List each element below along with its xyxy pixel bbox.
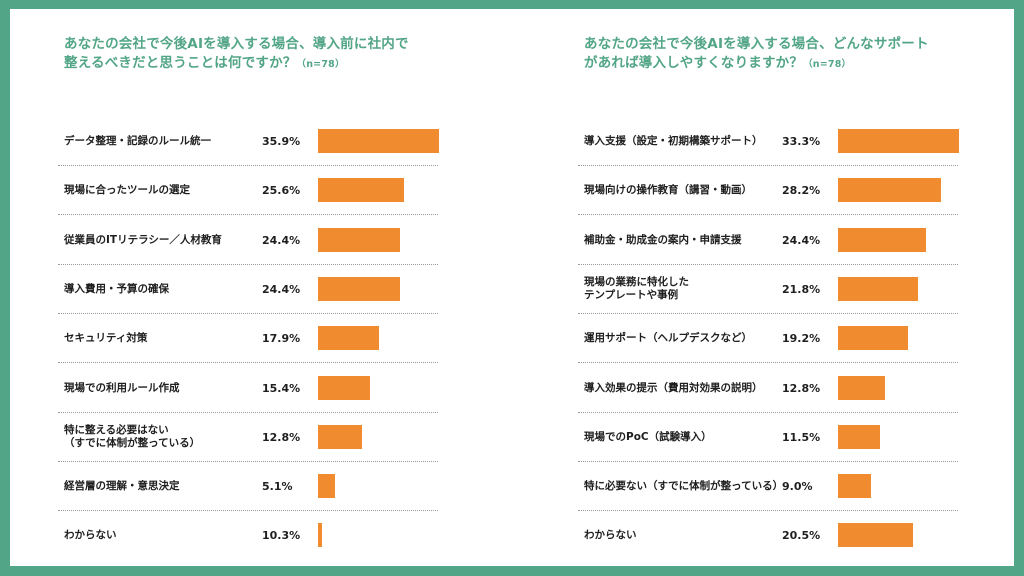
bar-row: 特に整える必要はない （すでに体制が整っている） 12.8%	[58, 413, 438, 462]
bar	[838, 178, 941, 203]
value-label: 21.8%	[782, 282, 821, 296]
category-label: セキュリティ対策	[64, 332, 148, 345]
category-label: 補助金・助成金の案内・申請支援	[584, 233, 742, 246]
bar-row: 導入費用・予算の確保 24.4%	[58, 265, 438, 314]
row-divider	[58, 460, 438, 462]
row-divider	[58, 411, 438, 413]
row-divider	[58, 165, 438, 166]
bar	[838, 523, 913, 548]
chart-title: あなたの会社で今後AIを導入する場合、導入前に社内で 整えるべきだと思うことは何…	[64, 35, 504, 74]
category-label: 現場での利用ルール作成	[64, 381, 180, 394]
category-label: データ整理・記録のルール統一	[64, 135, 211, 147]
bar	[838, 276, 918, 301]
row-divider	[58, 263, 438, 265]
row-divider	[58, 214, 438, 216]
category-label: 導入効果の提示（費用対効果の説明）	[584, 381, 763, 394]
row-divider	[578, 510, 958, 512]
bar-row: 従業員のITリテラシー／人材教育 24.4%	[58, 216, 438, 265]
row-divider	[578, 214, 958, 216]
bar-row: 補助金・助成金の案内・申請支援 24.4%	[578, 216, 958, 265]
category-label: 現場向けの操作教育（講習・動画）	[584, 184, 752, 197]
bar-row: わからない 20.5%	[578, 511, 958, 560]
value-label: 24.4%	[262, 282, 301, 296]
value-label: 25.6%	[262, 184, 301, 198]
value-label: 28.2%	[782, 184, 821, 198]
category-label: 運用サポート（ヘルプデスクなど）	[584, 332, 752, 345]
row-divider	[578, 165, 958, 166]
chart-panel-right: あなたの会社で今後AIを導入する場合、どんなサポート があれば導入しやすくなりま…	[578, 9, 1024, 566]
bar-row: データ整理・記録のルール統一 35.9%	[58, 117, 439, 166]
row-divider	[58, 510, 438, 512]
bar	[838, 474, 871, 499]
bar-row: 経営層の理解・意思決定 5.1%	[58, 462, 438, 512]
value-label: 24.4%	[262, 233, 301, 247]
row-divider	[578, 460, 958, 462]
value-label: 35.9%	[262, 135, 301, 148]
bar	[838, 227, 926, 252]
bar-row: 現場向けの操作教育（講習・動画） 28.2%	[578, 166, 958, 216]
category-label: 現場の業務に特化した テンプレートや事例	[584, 276, 689, 302]
category-label: 現場に合ったツールの選定	[64, 184, 190, 197]
chart-panel-left: あなたの会社で今後AIを導入する場合、導入前に社内で 整えるべきだと思うことは何…	[58, 9, 518, 566]
value-label: 15.4%	[262, 381, 301, 395]
bar-row: 導入支援（設定・初期構築サポート） 33.3%	[578, 117, 959, 166]
chart-title: あなたの会社で今後AIを導入する場合、どんなサポート があれば導入しやすくなりま…	[584, 35, 1024, 74]
value-label: 12.8%	[262, 430, 301, 444]
slide-frame: あなたの会社で今後AIを導入する場合、導入前に社内で 整えるべきだと思うことは何…	[10, 9, 1014, 566]
bar-row: わからない 10.3%	[58, 511, 438, 560]
bar	[318, 178, 404, 203]
category-label: 導入支援（設定・初期構築サポート）	[584, 135, 763, 147]
category-label: 従業員のITリテラシー／人材教育	[64, 233, 222, 246]
bar	[318, 276, 400, 301]
value-label: 20.5%	[782, 529, 821, 543]
row-divider	[578, 263, 958, 265]
value-label: 5.1%	[262, 480, 293, 494]
category-label: わからない	[584, 529, 637, 542]
sample-size-label: （n=78）	[803, 59, 852, 70]
bar-row: 現場での利用ルール作成 15.4%	[58, 364, 438, 413]
bar-row: セキュリティ対策 17.9%	[58, 314, 438, 364]
row-divider	[578, 312, 958, 314]
value-label: 33.3%	[782, 135, 821, 148]
row-divider	[58, 312, 438, 314]
value-label: 9.0%	[782, 480, 813, 494]
bar	[838, 326, 908, 351]
bar-row: 現場の業務に特化した テンプレートや事例 21.8%	[578, 265, 958, 314]
bar	[318, 474, 335, 499]
value-label: 12.8%	[782, 381, 821, 395]
value-label: 17.9%	[262, 332, 301, 346]
category-label: 経営層の理解・意思決定	[64, 480, 180, 493]
bar	[318, 424, 362, 449]
sample-size-label: （n=78）	[296, 59, 345, 70]
bar-row: 現場に合ったツールの選定 25.6%	[58, 166, 438, 216]
bar	[318, 129, 439, 153]
bar	[838, 375, 885, 400]
bar	[318, 375, 370, 400]
category-label: 導入費用・予算の確保	[64, 282, 169, 295]
bar-row: 導入効果の提示（費用対効果の説明） 12.8%	[578, 364, 958, 413]
row-divider	[578, 362, 958, 364]
value-label: 11.5%	[782, 430, 821, 444]
bar-row: 現場でのPoC（試験導入） 11.5%	[578, 413, 958, 462]
bar	[318, 326, 379, 351]
bar	[318, 227, 400, 252]
value-label: 19.2%	[782, 332, 821, 346]
category-label: 特に整える必要はない （すでに体制が整っている）	[64, 424, 201, 450]
category-label: わからない	[64, 529, 117, 542]
chart-title-text: あなたの会社で今後AIを導入する場合、導入前に社内で 整えるべきだと思うことは何…	[64, 36, 409, 71]
bar	[838, 424, 880, 449]
row-divider	[578, 411, 958, 413]
value-label: 24.4%	[782, 233, 821, 247]
bar	[838, 129, 959, 153]
category-label: 現場でのPoC（試験導入）	[584, 430, 712, 443]
value-label: 10.3%	[262, 529, 301, 543]
bar	[318, 523, 322, 548]
category-label: 特に必要ない（すでに体制が整っている）	[584, 480, 784, 493]
chart-title-text: あなたの会社で今後AIを導入する場合、どんなサポート があれば導入しやすくなりま…	[584, 36, 929, 71]
row-divider	[58, 362, 438, 364]
bar-row: 特に必要ない（すでに体制が整っている） 9.0%	[578, 462, 958, 512]
bar-row: 運用サポート（ヘルプデスクなど） 19.2%	[578, 314, 958, 364]
